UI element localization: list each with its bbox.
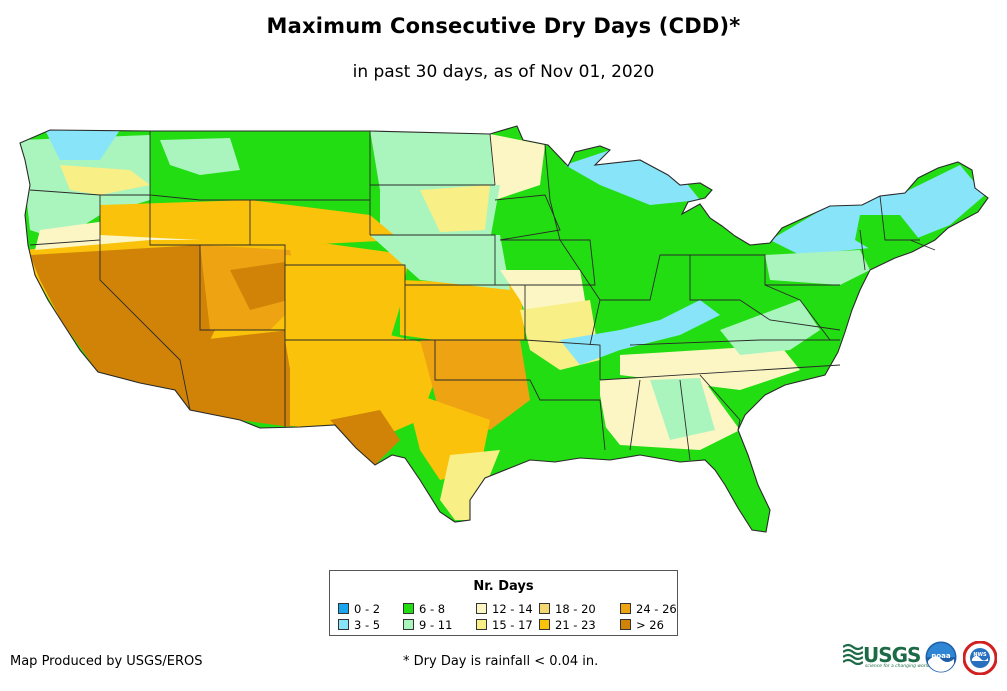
legend-label: > 26	[636, 618, 664, 632]
legend-swatch	[403, 603, 414, 614]
noaa-logo: noaa	[925, 641, 957, 673]
dry-days-raster	[20, 126, 988, 532]
legend-swatch	[539, 603, 550, 614]
legend-swatch	[403, 619, 414, 630]
usgs-logo-tagline: science for a changing world	[865, 664, 930, 669]
usgs-logo-text: USGS	[863, 643, 921, 667]
legend-label: 9 - 11	[419, 618, 453, 632]
map-title: Maximum Consecutive Dry Days (CDD)*	[266, 14, 741, 38]
legend-label: 6 - 8	[419, 602, 446, 616]
legend-label: 24 - 26	[636, 602, 677, 616]
map-subtitle: in past 30 days, as of Nov 01, 2020	[352, 62, 655, 82]
legend-label: 18 - 20	[555, 602, 596, 616]
legend-label: 21 - 23	[555, 618, 596, 632]
usgs-wave-icon	[842, 643, 864, 666]
legend-label: 0 - 2	[354, 602, 381, 616]
noaa-logo-text: noaa	[931, 652, 951, 660]
legend-title: Nr. Days	[473, 579, 534, 594]
legend-label: 15 - 17	[492, 618, 533, 632]
state-boundaries	[19, 125, 989, 533]
nws-logo-text: NWS	[973, 652, 987, 658]
footnote-text: * Dry Day is rainfall < 0.04 in.	[403, 654, 599, 669]
legend-swatch	[476, 603, 487, 614]
legend-swatch	[620, 603, 631, 614]
legend-swatch	[338, 603, 349, 614]
legend-swatch	[476, 619, 487, 630]
nws-logo: NWS	[963, 641, 997, 675]
legend-label: 3 - 5	[354, 618, 381, 632]
usgs-logo: USGS science for a changing world	[842, 643, 930, 669]
credit-text: Map Produced by USGS/EROS	[10, 654, 203, 669]
legend: Nr. Days 0 - 2 3 - 5 6 - 8 9 - 11 12 - 14 15 …	[329, 570, 678, 636]
legend-label: 12 - 14	[492, 602, 533, 616]
legend-swatch	[338, 619, 349, 630]
legend-swatch	[620, 619, 631, 630]
legend-swatch	[539, 619, 550, 630]
